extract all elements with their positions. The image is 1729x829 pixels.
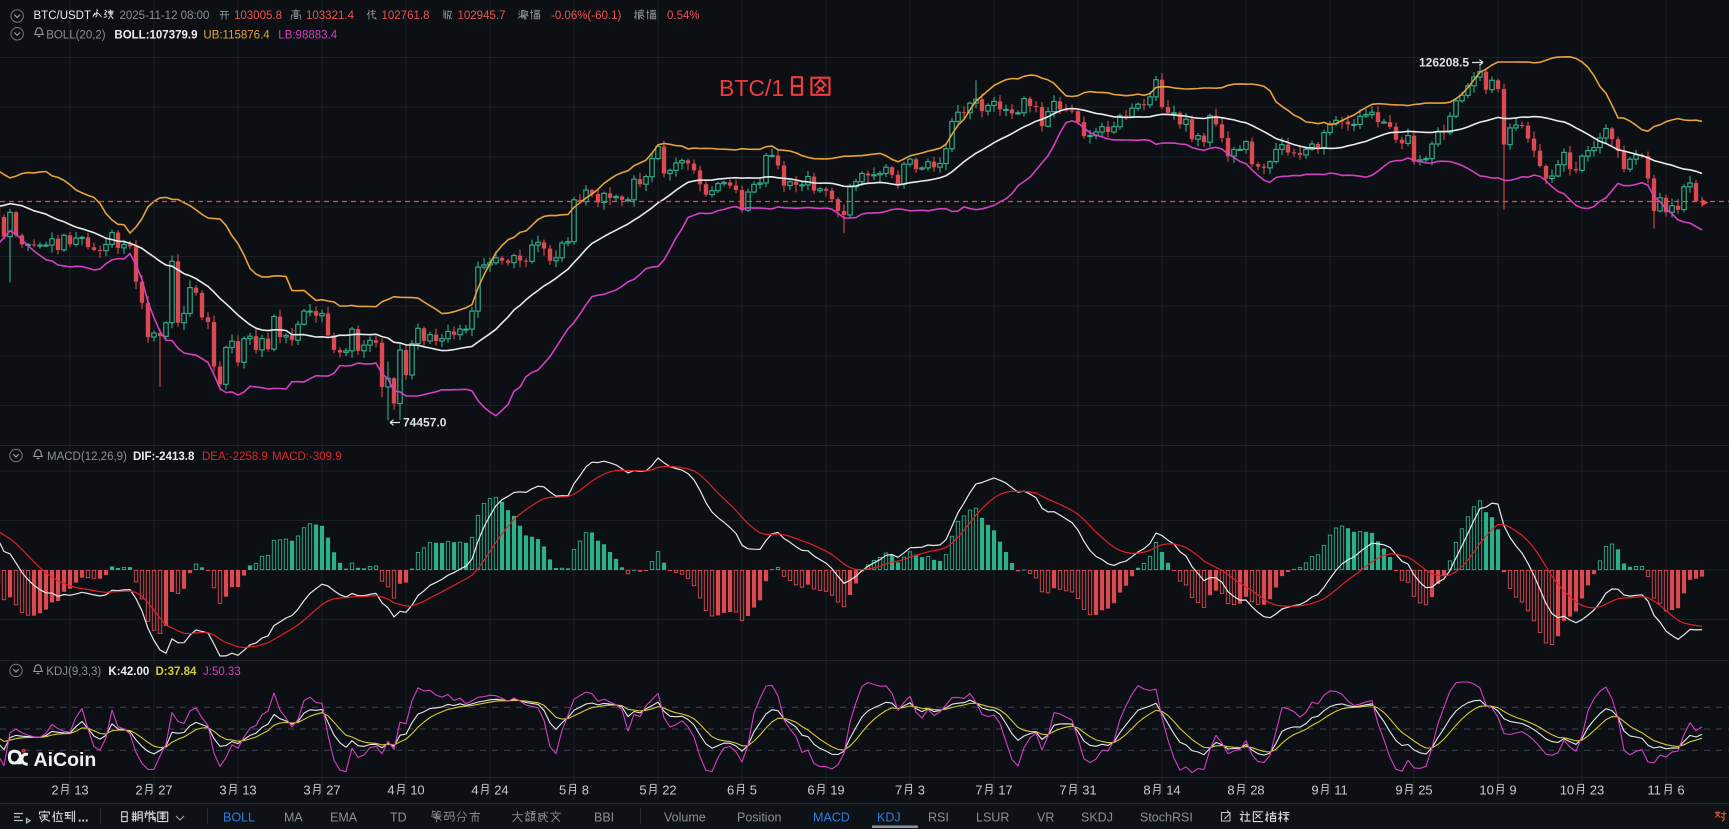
svg-text:8: 8	[1227, 783, 1234, 798]
svg-text:23: 23	[1590, 783, 1604, 798]
svg-text:2: 2	[135, 783, 142, 798]
svg-text:Volume: Volume	[664, 811, 706, 825]
svg-text:KDJ(9,3,3): KDJ(9,3,3)	[46, 666, 101, 678]
svg-text:74457.0: 74457.0	[403, 416, 447, 430]
svg-text:SKDJ: SKDJ	[1081, 811, 1113, 825]
svg-text:25: 25	[1418, 783, 1432, 798]
svg-text:6: 6	[1677, 783, 1684, 798]
svg-text:17: 17	[998, 783, 1012, 798]
svg-text:TD: TD	[390, 811, 407, 825]
svg-text:7: 7	[895, 783, 902, 798]
svg-text:StochRSI: StochRSI	[1140, 811, 1193, 825]
svg-text:MACD:-309.9: MACD:-309.9	[272, 451, 342, 463]
svg-text:BOLL: BOLL	[223, 811, 255, 825]
svg-text:MACD: MACD	[813, 811, 850, 825]
svg-text:BBI: BBI	[594, 811, 614, 825]
svg-text:-0.06%(-60.1): -0.06%(-60.1)	[551, 10, 621, 22]
svg-text:3: 3	[219, 783, 226, 798]
svg-text:11: 11	[1334, 783, 1348, 798]
svg-text:RSI: RSI	[928, 811, 949, 825]
svg-text:LB:98883.4: LB:98883.4	[278, 29, 337, 41]
svg-text:BTC/1: BTC/1	[719, 75, 784, 101]
svg-text:K:42.00: K:42.00	[108, 666, 149, 678]
svg-text:13: 13	[242, 783, 256, 798]
svg-text:103321.4: 103321.4	[306, 10, 355, 22]
svg-text:6: 6	[727, 783, 734, 798]
svg-text:102945.7: 102945.7	[458, 10, 506, 22]
svg-text:6: 6	[807, 783, 814, 798]
svg-text:BTC/USDT: BTC/USDT	[34, 10, 92, 22]
svg-text:8: 8	[582, 783, 589, 798]
svg-text:UB:115876.4: UB:115876.4	[203, 29, 270, 41]
svg-text:VR: VR	[1037, 811, 1054, 825]
svg-text:BOLL(20,2): BOLL(20,2)	[46, 29, 106, 41]
svg-text:MACD(12,26,9): MACD(12,26,9)	[47, 451, 127, 463]
svg-text:DEA:-2258.9: DEA:-2258.9	[202, 451, 268, 463]
svg-text:3: 3	[303, 783, 310, 798]
svg-text:10: 10	[1479, 783, 1493, 798]
svg-text:11: 11	[1647, 783, 1661, 798]
svg-text:EMA: EMA	[330, 811, 358, 825]
svg-text:MA: MA	[284, 811, 303, 825]
svg-text:D:37.84: D:37.84	[156, 666, 198, 678]
svg-text:DIF:-2413.8: DIF:-2413.8	[133, 451, 195, 463]
svg-text:27: 27	[158, 783, 172, 798]
svg-text:27: 27	[326, 783, 340, 798]
svg-text:7: 7	[1059, 783, 1066, 798]
svg-text:Position: Position	[737, 811, 782, 825]
svg-text:9: 9	[1395, 783, 1402, 798]
svg-text:J:50.33: J:50.33	[203, 666, 241, 678]
svg-text:10: 10	[1560, 783, 1574, 798]
svg-text:103005.8: 103005.8	[234, 10, 282, 22]
svg-text:AiCoin: AiCoin	[34, 749, 97, 771]
svg-text:22: 22	[662, 783, 676, 798]
svg-text:3: 3	[918, 783, 925, 798]
svg-text:19: 19	[830, 783, 844, 798]
svg-text:5: 5	[559, 783, 566, 798]
svg-text:5: 5	[639, 783, 646, 798]
svg-text:9: 9	[1509, 783, 1516, 798]
svg-text:0.54%: 0.54%	[667, 10, 700, 22]
svg-text:4: 4	[471, 783, 478, 798]
svg-text:4: 4	[387, 783, 394, 798]
svg-text:LSUR: LSUR	[976, 811, 1009, 825]
svg-text:...: ...	[78, 811, 88, 825]
svg-text:13: 13	[74, 783, 88, 798]
svg-text:BOLL:107379.9: BOLL:107379.9	[114, 29, 197, 41]
svg-text:2: 2	[51, 783, 58, 798]
svg-text:14: 14	[1166, 783, 1180, 798]
svg-text:28: 28	[1250, 783, 1264, 798]
svg-text:9: 9	[1311, 783, 1318, 798]
svg-text:31: 31	[1082, 783, 1096, 798]
svg-text:2025-11-12 08:00: 2025-11-12 08:00	[120, 10, 210, 22]
svg-text:KDJ: KDJ	[877, 811, 901, 825]
svg-text:7: 7	[975, 783, 982, 798]
svg-text:102761.8: 102761.8	[382, 10, 430, 22]
svg-text:5: 5	[750, 783, 757, 798]
svg-text:24: 24	[494, 783, 508, 798]
svg-text:8: 8	[1143, 783, 1150, 798]
svg-text:126208.5: 126208.5	[1419, 56, 1469, 70]
svg-text:10: 10	[410, 783, 424, 798]
